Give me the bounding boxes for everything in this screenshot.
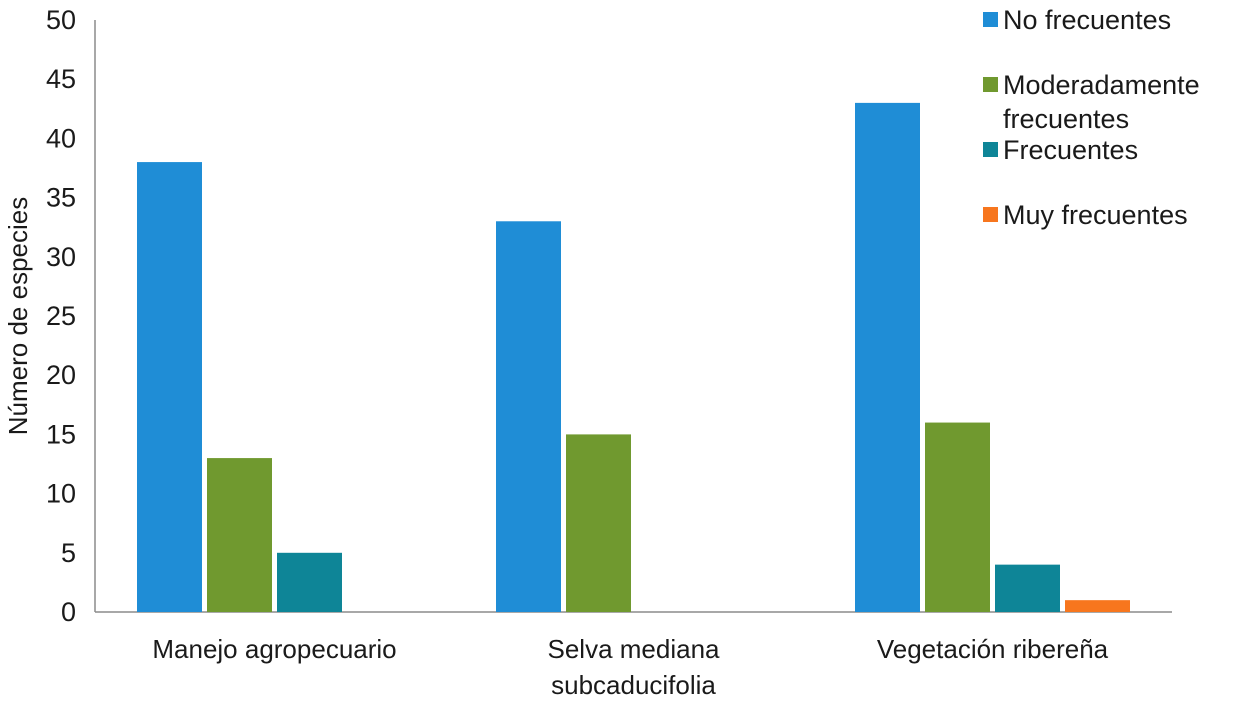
bar-1-1 xyxy=(566,434,631,612)
category-label: Selva mediana xyxy=(548,634,721,664)
bar-2-3 xyxy=(1065,600,1130,612)
y-tick-label: 10 xyxy=(46,479,76,509)
legend-label: Muy frecuentes xyxy=(1003,200,1188,230)
bar-1-0 xyxy=(496,221,561,612)
bar-2-2 xyxy=(995,564,1060,612)
legend: No frecuentes Moderadamente frecuentesFrec… xyxy=(983,5,1200,230)
y-tick-label: 15 xyxy=(46,419,76,449)
legend-label: Moderadamente xyxy=(1003,70,1200,100)
category-label: Manejo agropecuario xyxy=(152,634,396,664)
legend-label: frecuentes xyxy=(1003,104,1129,134)
y-axis: 0 5 10 15 20 25 30 35 40 45 50 xyxy=(46,5,96,627)
y-tick-label: 25 xyxy=(46,301,76,331)
bar-2-0 xyxy=(855,102,920,612)
legend-swatch xyxy=(983,142,998,157)
y-tick-label: 40 xyxy=(46,123,76,153)
bar-0-0 xyxy=(137,162,202,612)
x-axis: Manejo agropecuario Selva mediana subcaduc… xyxy=(95,611,1172,700)
y-tick-label: 20 xyxy=(46,360,76,390)
bar-0-1 xyxy=(207,458,272,612)
bar-0-2 xyxy=(277,552,342,612)
legend-label: Frecuentes xyxy=(1003,135,1138,165)
legend-label: No frecuentes xyxy=(1003,5,1171,35)
y-tick-label: 35 xyxy=(46,183,76,213)
category-label: subcaducifolia xyxy=(551,670,716,700)
y-tick-label: 0 xyxy=(61,597,76,627)
y-tick-label: 30 xyxy=(46,242,76,272)
legend-swatch xyxy=(983,207,998,222)
legend-swatch xyxy=(983,12,998,27)
category-label: Vegetación ribereña xyxy=(877,634,1109,664)
y-tick-label: 45 xyxy=(46,64,76,94)
y-tick-label: 50 xyxy=(46,5,76,35)
bar-2-1 xyxy=(925,422,990,612)
y-tick-label: 5 xyxy=(61,538,76,568)
y-axis-title: Número de especies xyxy=(3,197,33,435)
bars xyxy=(137,102,1130,612)
legend-swatch xyxy=(983,77,998,92)
